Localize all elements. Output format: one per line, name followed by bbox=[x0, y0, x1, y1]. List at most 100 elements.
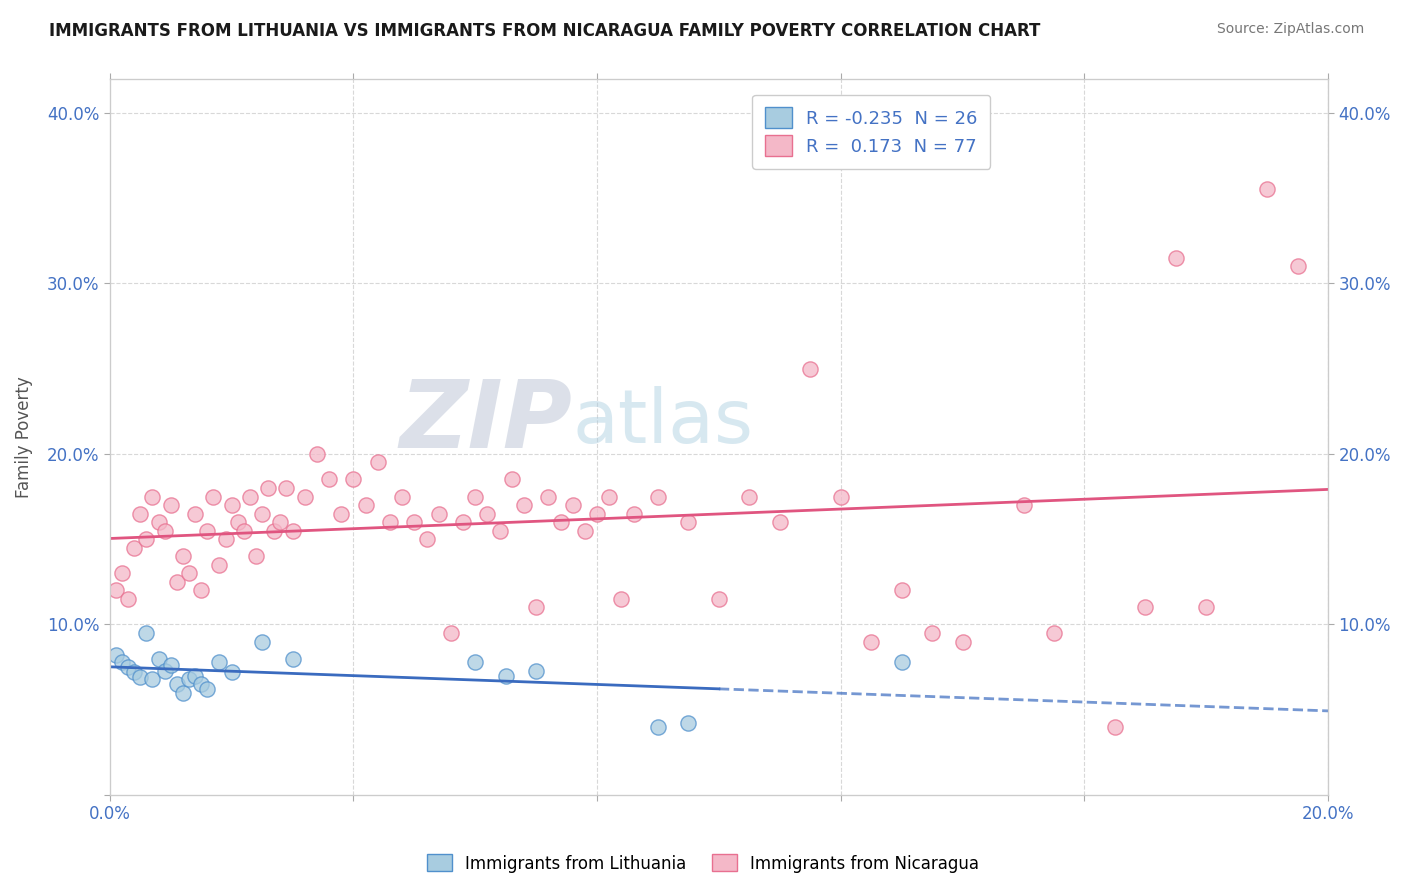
Point bbox=[122, 541, 145, 555]
Point bbox=[890, 655, 912, 669]
Point bbox=[678, 716, 700, 731]
Point bbox=[269, 515, 291, 529]
Point bbox=[1164, 251, 1187, 265]
Point bbox=[623, 507, 645, 521]
Point bbox=[135, 626, 157, 640]
Point bbox=[195, 682, 218, 697]
Point bbox=[678, 515, 700, 529]
Point bbox=[221, 498, 243, 512]
Point bbox=[208, 655, 231, 669]
Point bbox=[330, 507, 353, 521]
Point bbox=[586, 507, 609, 521]
Point bbox=[378, 515, 401, 529]
Text: atlas: atlas bbox=[572, 386, 754, 459]
Point bbox=[550, 515, 572, 529]
Point bbox=[440, 626, 463, 640]
Point bbox=[104, 583, 127, 598]
Point bbox=[148, 651, 170, 665]
Point bbox=[427, 507, 450, 521]
Point bbox=[104, 648, 127, 662]
Point bbox=[276, 481, 298, 495]
Point bbox=[1012, 498, 1035, 512]
Point bbox=[111, 566, 134, 581]
Point bbox=[177, 566, 200, 581]
Point bbox=[415, 532, 437, 546]
Point bbox=[148, 515, 170, 529]
Point bbox=[141, 672, 163, 686]
Point bbox=[294, 490, 316, 504]
Point bbox=[769, 515, 792, 529]
Point bbox=[250, 507, 273, 521]
Point bbox=[513, 498, 536, 512]
Point bbox=[141, 490, 163, 504]
Point bbox=[153, 524, 176, 538]
Point bbox=[1256, 182, 1278, 196]
Point bbox=[135, 532, 157, 546]
Point bbox=[610, 591, 633, 606]
Point bbox=[129, 670, 152, 684]
Point bbox=[354, 498, 377, 512]
Point bbox=[263, 524, 285, 538]
Point bbox=[226, 515, 249, 529]
Point bbox=[830, 490, 852, 504]
Point bbox=[195, 524, 218, 538]
Point bbox=[501, 472, 523, 486]
Point bbox=[1286, 259, 1309, 273]
Point bbox=[464, 655, 486, 669]
Point bbox=[232, 524, 254, 538]
Point bbox=[159, 498, 181, 512]
Point bbox=[153, 664, 176, 678]
Point bbox=[537, 490, 560, 504]
Point bbox=[250, 634, 273, 648]
Point bbox=[647, 490, 669, 504]
Point bbox=[404, 515, 426, 529]
Point bbox=[172, 686, 194, 700]
Point bbox=[305, 447, 328, 461]
Point bbox=[524, 600, 547, 615]
Text: IMMIGRANTS FROM LITHUANIA VS IMMIGRANTS FROM NICARAGUA FAMILY POVERTY CORRELATIO: IMMIGRANTS FROM LITHUANIA VS IMMIGRANTS … bbox=[49, 22, 1040, 40]
Point bbox=[890, 583, 912, 598]
Text: ZIP: ZIP bbox=[399, 376, 572, 468]
Point bbox=[707, 591, 730, 606]
Point bbox=[647, 720, 669, 734]
Point bbox=[245, 549, 267, 564]
Point bbox=[184, 668, 207, 682]
Point bbox=[208, 558, 231, 572]
Point bbox=[1104, 720, 1126, 734]
Point bbox=[159, 658, 181, 673]
Point bbox=[524, 664, 547, 678]
Point bbox=[464, 490, 486, 504]
Point bbox=[391, 490, 413, 504]
Point bbox=[921, 626, 943, 640]
Point bbox=[1135, 600, 1157, 615]
Point bbox=[342, 472, 364, 486]
Point bbox=[574, 524, 596, 538]
Point bbox=[598, 490, 620, 504]
Point bbox=[488, 524, 510, 538]
Point bbox=[177, 672, 200, 686]
Point bbox=[477, 507, 499, 521]
Point bbox=[367, 455, 389, 469]
Point bbox=[129, 507, 152, 521]
Point bbox=[1043, 626, 1066, 640]
Point bbox=[190, 677, 212, 691]
Point bbox=[166, 574, 188, 589]
Point bbox=[952, 634, 974, 648]
Point bbox=[561, 498, 583, 512]
Point bbox=[495, 668, 517, 682]
Point bbox=[860, 634, 883, 648]
Point bbox=[281, 524, 304, 538]
Point bbox=[214, 532, 236, 546]
Y-axis label: Family Poverty: Family Poverty bbox=[15, 376, 32, 498]
Point bbox=[318, 472, 340, 486]
Legend: Immigrants from Lithuania, Immigrants from Nicaragua: Immigrants from Lithuania, Immigrants fr… bbox=[420, 847, 986, 880]
Point bbox=[257, 481, 280, 495]
Point bbox=[117, 660, 139, 674]
Point bbox=[166, 677, 188, 691]
Legend: R = -0.235  N = 26, R =  0.173  N = 77: R = -0.235 N = 26, R = 0.173 N = 77 bbox=[752, 95, 990, 169]
Point bbox=[221, 665, 243, 680]
Point bbox=[122, 665, 145, 680]
Point bbox=[799, 361, 821, 376]
Point bbox=[117, 591, 139, 606]
Point bbox=[172, 549, 194, 564]
